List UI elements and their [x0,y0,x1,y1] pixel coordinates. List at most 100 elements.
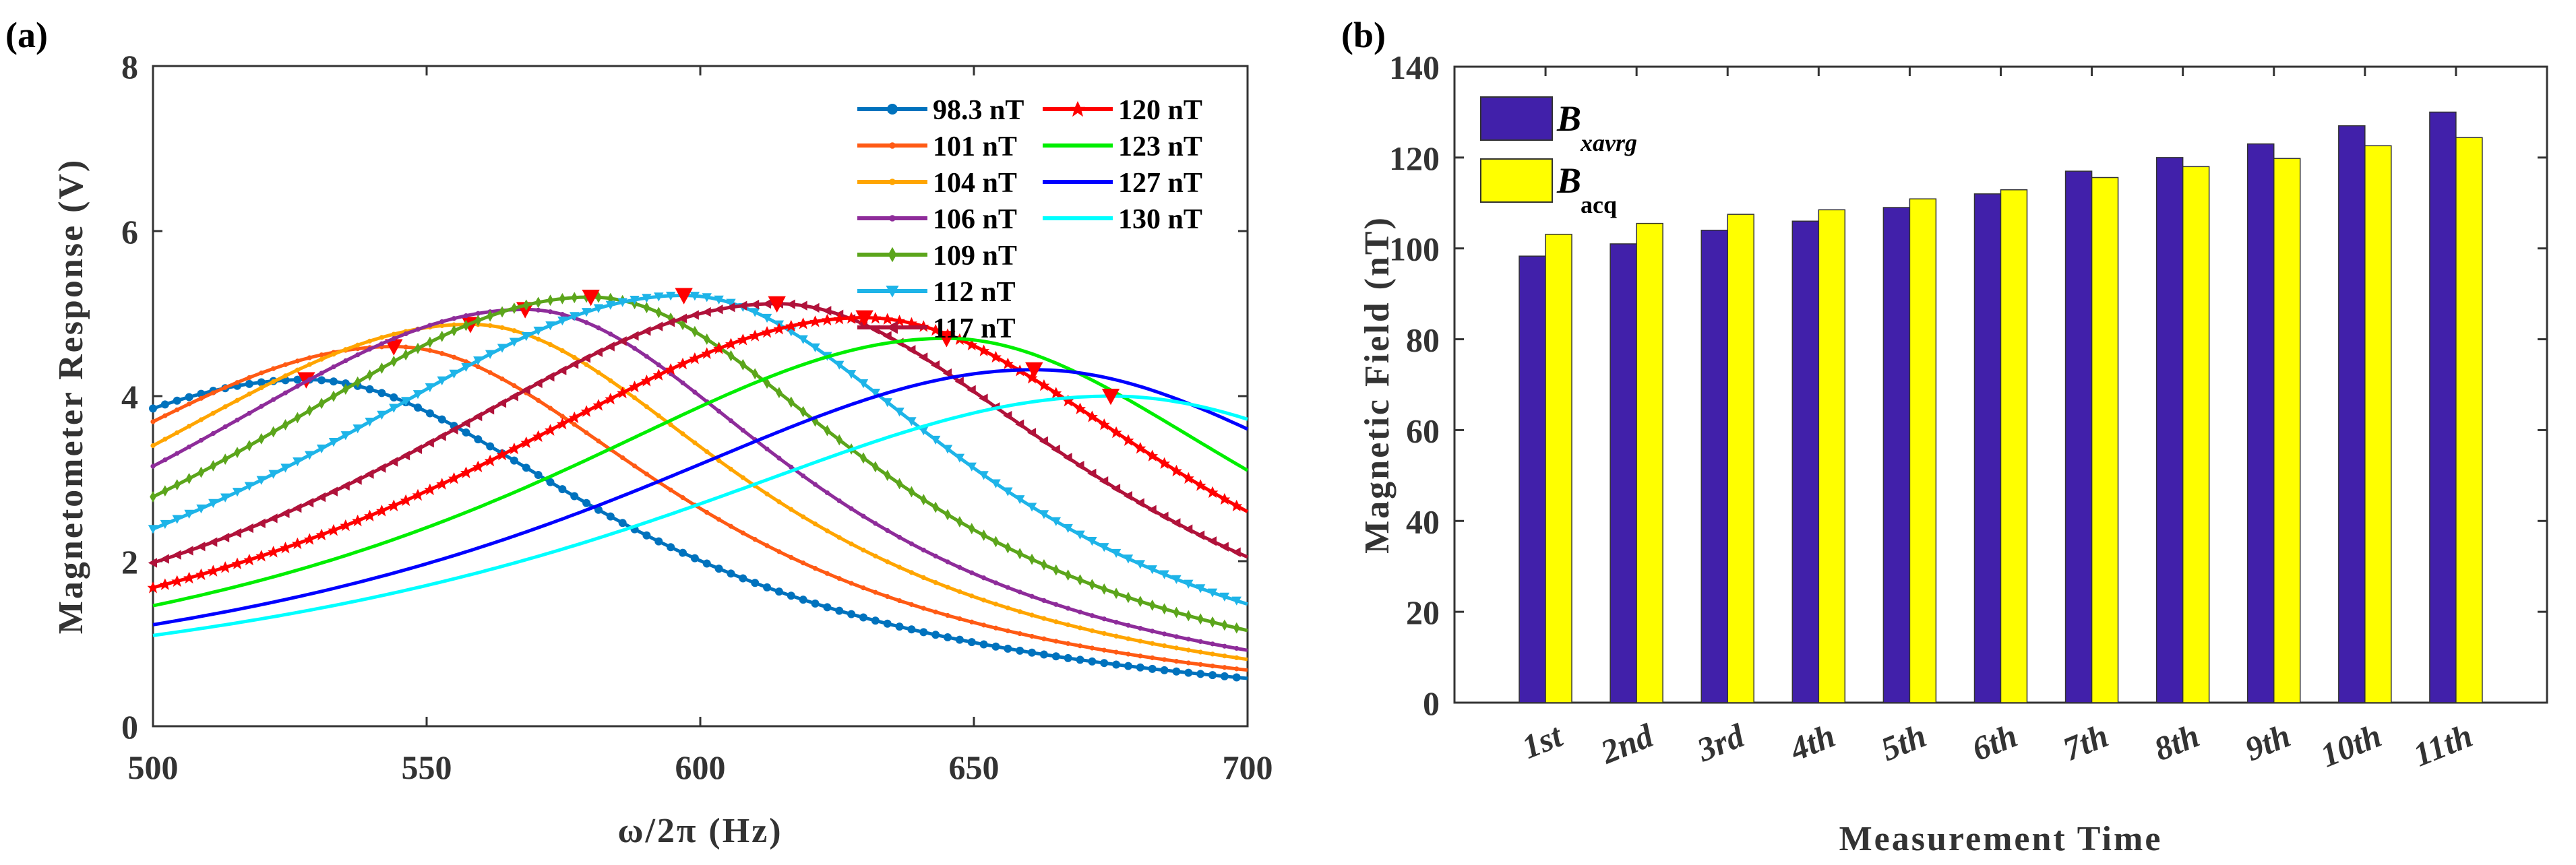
series-marker [1099,476,1109,486]
series-line [152,368,1249,627]
series-marker [340,480,350,491]
series-marker [921,547,926,553]
series-marker [171,575,183,587]
series-marker [150,419,156,424]
series-marker [740,475,745,480]
series-marker [642,531,651,540]
series-marker [175,430,180,435]
series-marker [713,342,725,354]
series-marker [704,449,710,455]
series-marker [884,470,891,481]
series-marker [340,519,352,532]
series-marker [246,440,253,451]
series-marker [1026,428,1037,438]
series-marker [487,310,493,322]
series-marker [244,482,255,491]
legend-label: 98.3 nT [933,95,1024,126]
series-marker [665,317,675,327]
series-marker [1005,585,1010,590]
series-marker [439,319,445,325]
series-marker [679,319,686,331]
series-marker [1171,518,1181,528]
series-marker [955,635,964,644]
series-marker [1173,645,1179,651]
series-marker [271,366,276,371]
series-marker [680,431,685,437]
series-marker [1086,410,1098,422]
series-marker [234,447,241,459]
series-marker [692,440,698,445]
series-marker [764,543,770,548]
series-marker [1234,645,1239,651]
series-marker [415,342,421,354]
series-marker [776,499,782,505]
series-marker [752,368,758,380]
series-marker [487,323,493,328]
series-marker [668,422,673,428]
series-marker [945,559,950,565]
series-marker [1184,668,1193,677]
series-marker [861,513,866,519]
series-marker [222,385,228,390]
series-marker [1066,622,1071,628]
series-marker [1185,610,1192,622]
peak-marker [855,310,873,327]
peak-marker [1025,362,1043,379]
series-marker [714,565,723,573]
series-marker [835,606,844,615]
series-marker [1207,536,1217,546]
bar-acq [2273,158,2301,703]
series-marker [773,323,785,335]
series-marker [403,331,408,337]
series-marker [556,418,568,430]
series-marker [270,426,277,438]
series-marker [930,435,941,445]
x-tick-label: 500 [128,748,179,786]
series-marker [799,406,807,418]
series-marker [909,541,915,546]
series-marker [969,570,975,575]
series-marker [343,347,348,352]
series-marker [761,325,773,338]
bar-xavrg [1609,243,1637,703]
series-marker [522,463,530,472]
series-marker [210,459,217,472]
series-marker [605,300,616,310]
series-marker [571,292,578,304]
series-marker [861,547,866,553]
series-marker [449,424,458,435]
series-marker [1064,653,1072,662]
series-marker [896,565,902,570]
series-marker [1100,659,1109,668]
y-tick-label: 0 [1423,684,1440,722]
series-marker [942,368,952,379]
series-marker [1161,643,1167,649]
series-marker [295,358,300,364]
series-marker [617,387,629,399]
series-marker [427,323,433,328]
series-marker [175,451,180,456]
series-marker [654,292,664,302]
series-marker [896,478,903,490]
series-marker [1088,579,1096,591]
series-marker [186,424,192,429]
series-marker [1075,460,1084,471]
series-marker [1026,503,1037,512]
legend-label: 130 nT [1118,204,1202,235]
series-marker [667,543,675,552]
series-marker [656,362,661,368]
series-marker [1063,453,1072,463]
series-marker [355,352,361,358]
series-marker [1161,603,1168,615]
peak-marker [768,296,786,313]
series-marker [642,294,652,303]
series-marker [509,338,520,347]
series-marker [836,434,843,446]
series-marker [150,491,156,503]
series-marker [873,553,878,558]
bar-xavrg [2338,125,2366,703]
series-marker [425,409,434,418]
series-marker [557,316,568,326]
series-marker [582,499,591,507]
series-marker [282,373,288,379]
